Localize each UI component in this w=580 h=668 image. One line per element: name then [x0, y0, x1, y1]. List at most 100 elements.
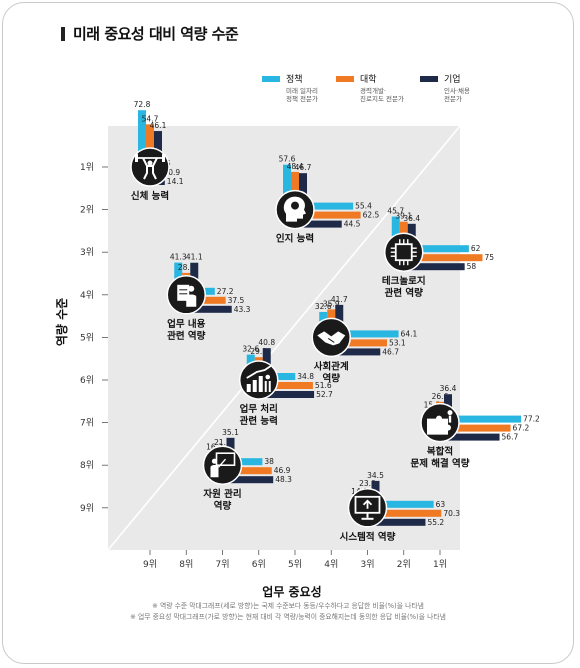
importance-value: 51.6: [315, 381, 332, 390]
monitor-upload-icon: [354, 495, 381, 520]
importance-bar: [331, 330, 399, 338]
item-label: 인지 능력: [276, 233, 314, 245]
importance-value: 37.5: [228, 296, 245, 305]
crease: [327, 337, 335, 343]
item-label: 자원 관리: [203, 488, 241, 500]
importance-bar: [295, 202, 354, 210]
plate: [162, 154, 165, 162]
competency-value: 36.4: [440, 384, 457, 393]
item-label: 관련 역량: [385, 287, 424, 299]
legend-sublabel: 미래 일자리: [286, 86, 318, 95]
page-title: 미래 중요성 대비 역량 수준: [73, 25, 239, 43]
legend-label: 대학: [360, 74, 377, 85]
importance-value: 63: [436, 500, 446, 509]
importance-bar: [331, 339, 388, 347]
x-tick-label: 1위: [433, 559, 447, 570]
legend-label: 기업: [444, 74, 461, 85]
title-row: 미래 중요성 대비 역량 수준: [61, 23, 239, 44]
footnote: ※ 업무 중요성 막대그래프(가로 방향)는 현재 대비 각 역량/능력이 중요…: [130, 612, 446, 621]
importance-bar: [258, 382, 313, 389]
importance-value: 55.4: [355, 202, 372, 211]
importance-bar: [258, 391, 315, 398]
presentation-icon: [210, 452, 236, 478]
head: [447, 410, 453, 416]
importance-value: 58: [467, 262, 477, 271]
importance-bar: [440, 433, 500, 441]
importance-value: 64.1: [401, 329, 418, 338]
competency-value: 41.3: [170, 253, 187, 262]
competency-value: 57.6: [279, 155, 296, 164]
footnote: ※ 역량 수준 막대그래프(세로 방향)는 국제 수준보다 동등/우수하다고 응…: [152, 601, 424, 610]
bar: [258, 376, 263, 392]
importance-value: 27.2: [217, 287, 234, 296]
y-axis-label: 역량 수준: [54, 298, 69, 346]
x-tick-label: 8위: [179, 559, 193, 570]
importance-bar: [440, 415, 522, 423]
importance-value: 62: [471, 244, 481, 253]
x-tick-label: 5위: [288, 559, 302, 570]
title-marker: [61, 26, 65, 41]
y-tick-label: 7위: [80, 418, 94, 429]
x-tick-label: 3위: [360, 559, 374, 570]
competency-value: 41.7: [331, 295, 348, 304]
item-label: 관련 능력: [240, 415, 278, 427]
competency-value: 29.2: [250, 347, 267, 356]
competency-value: 16.3: [206, 442, 223, 451]
importance-value: 44.5: [344, 220, 361, 229]
head: [211, 458, 218, 464]
competency-bar: [299, 173, 307, 210]
item-label: 역량: [214, 500, 232, 512]
importance-bar: [186, 296, 226, 304]
handshake-icon: [317, 331, 346, 346]
importance-bar: [403, 263, 465, 271]
trend-line: [246, 365, 272, 379]
importance-value: 62.5: [363, 211, 380, 220]
importance-value: 48.3: [275, 475, 292, 484]
importance-bar: [295, 211, 361, 219]
y-tick-label: 9위: [80, 503, 94, 514]
y-tick-label: 4위: [80, 290, 94, 301]
importance-bar: [186, 305, 232, 313]
competency-value: 32.6: [315, 302, 332, 311]
legend-sublabel: 전문가: [444, 94, 462, 103]
y-tick-label: 5위: [80, 332, 94, 343]
x-tick-label: 7위: [215, 559, 229, 570]
y-tick-label: 1위: [80, 162, 94, 173]
legend-swatch: [420, 76, 438, 82]
pointer: [217, 458, 227, 468]
x-tick-label: 4위: [324, 559, 338, 570]
importance-bar: [222, 458, 263, 466]
importance-value: 75: [485, 253, 495, 262]
item-group: 57.648.446.7 55.462.544.5 인지 능력: [275, 155, 380, 245]
competency-value: 21.9: [214, 438, 231, 447]
item-group: 72.854.746.16.510.914.1신체 능력: [130, 100, 184, 202]
importance-bar: [222, 476, 274, 484]
item-label: 테크놀로지: [382, 275, 426, 287]
head: [265, 374, 271, 380]
y-tick-label: 6위: [80, 375, 94, 386]
legend-sublabel: 경력개발·: [360, 86, 386, 95]
importance-bar: [367, 518, 426, 526]
competency-value: 35.9: [323, 299, 340, 308]
body: [186, 294, 197, 307]
head-bulb-icon: [283, 196, 306, 222]
legend-swatch: [262, 76, 280, 82]
importance-value: 10.9: [163, 168, 180, 177]
legend-swatch: [336, 76, 354, 82]
importance-value: 52.7: [316, 390, 333, 399]
head: [147, 160, 153, 166]
y-tick-label: 8위: [80, 460, 94, 471]
importance-value: 56.7: [502, 433, 519, 442]
document-worker-icon: [177, 284, 197, 307]
x-tick-label: 9위: [143, 559, 157, 570]
competency-value: 39.1: [395, 212, 412, 221]
plate: [135, 154, 138, 162]
legend-sublabel: 인사·채용: [444, 86, 470, 95]
y-tick-label: 2위: [80, 205, 94, 216]
competency-value: 48.4: [287, 162, 304, 171]
